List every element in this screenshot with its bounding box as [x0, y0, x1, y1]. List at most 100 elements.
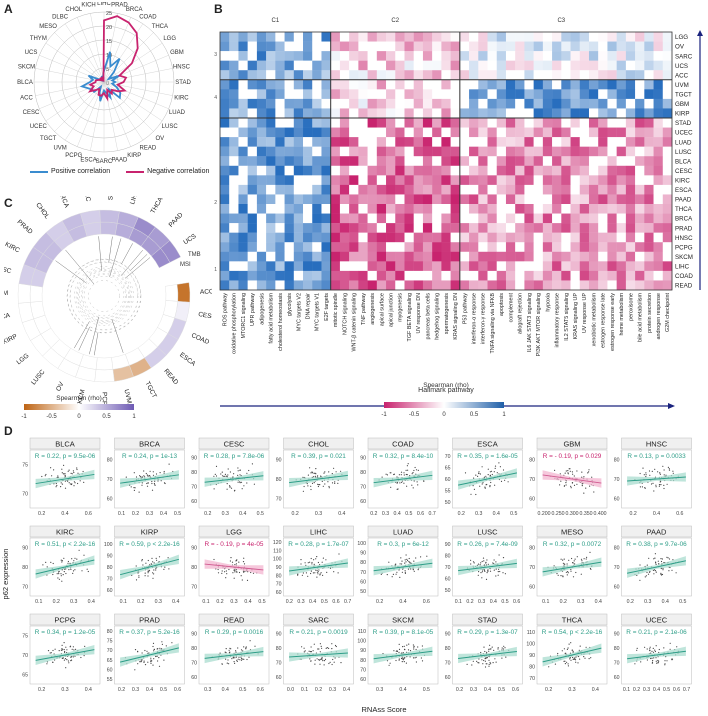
heatmap-col-label: fatty acid metabolism [269, 292, 275, 343]
heatmap-cell [303, 60, 313, 71]
scatter-point [334, 482, 336, 484]
scatter-y-tick: 50 [360, 589, 366, 595]
heatmap-cell [422, 251, 433, 262]
scatter-point [83, 655, 85, 657]
heatmap-cell [441, 108, 451, 119]
scatter-point [230, 487, 233, 489]
heatmap-cell [386, 261, 396, 272]
scatter-x-tick: 0.3 [644, 599, 651, 605]
heatmap-cell [616, 251, 627, 262]
circular-cancer-label: STAD [107, 196, 115, 200]
heatmap-cell [588, 165, 599, 176]
scatter-stat-label: R = 0.24, p = 1e-13 [122, 453, 178, 460]
scatter-point [404, 649, 406, 651]
heatmap-cell [220, 204, 230, 214]
heatmap-cell [238, 51, 248, 61]
scatter-point [84, 645, 86, 647]
radar-spoke [103, 17, 131, 83]
scatter-point [641, 486, 644, 488]
scatter-point [225, 475, 227, 477]
heatmap-legend-tick: 0 [442, 412, 446, 418]
heatmap-cell [422, 32, 433, 42]
scatter-x-tick: 0.2 [370, 511, 377, 517]
scatter-point [490, 663, 492, 665]
heatmap-cell [505, 223, 516, 233]
scatter-point [488, 648, 490, 650]
heatmap-cell [459, 194, 470, 205]
scatter-point [147, 661, 149, 663]
scatter-point [310, 488, 312, 491]
scatter-point [241, 579, 243, 581]
scatter-point [141, 652, 143, 654]
scatter-point [63, 659, 65, 661]
heatmap-cell [524, 32, 534, 42]
heatmap-cell [367, 79, 378, 90]
scatter-point [68, 469, 70, 471]
heatmap-cell [450, 32, 461, 42]
scatter-point [79, 480, 81, 482]
heatmap-cell [422, 137, 433, 147]
heatmap-cell [607, 89, 617, 100]
heatmap-legend-tick: -1 [381, 412, 387, 418]
heatmap-cell [367, 60, 378, 71]
heatmap-cell [635, 204, 645, 214]
scatter-point [238, 656, 240, 658]
scatter-x-tick: 0.6 [512, 687, 519, 693]
scatter-point [146, 474, 148, 476]
radar-spoke [90, 13, 105, 83]
heatmap-cell [505, 194, 516, 205]
scatter-y-tick: 100 [357, 639, 366, 645]
heatmap-cell [321, 32, 331, 42]
scatter-point [252, 572, 255, 574]
heatmap-cell [515, 137, 525, 147]
scatter-point [309, 658, 311, 660]
scatter-point [657, 659, 659, 662]
heatmap-cell [284, 70, 294, 80]
scatter-point [659, 473, 662, 475]
heatmap-cell [441, 118, 451, 128]
scatter-x-tick: 0.7 [344, 599, 351, 605]
scatter-point [663, 469, 665, 471]
heatmap-cell [533, 232, 544, 243]
scatter-point [560, 480, 562, 482]
scatter-x-tick: 0.5 [423, 687, 430, 693]
heatmap-cell [579, 223, 590, 233]
heatmap-cell [459, 261, 470, 272]
scatter-point [61, 472, 63, 474]
heatmap-cell [598, 108, 608, 119]
scatter-point [57, 475, 59, 477]
scatter-x-tick: 0.3 [568, 687, 575, 693]
heatmap-cell [469, 89, 479, 100]
heatmap-cell [635, 127, 645, 138]
heatmap-cell [293, 79, 304, 90]
scatter-point [139, 475, 141, 477]
radar-category-label: THYM [30, 36, 47, 42]
heatmap-cell [229, 204, 239, 214]
scatter-point [649, 474, 651, 476]
heatmap-cell [284, 137, 294, 147]
scatter-point [226, 476, 228, 478]
circular-cancer-label: PCPG [101, 392, 108, 410]
scatter-point [325, 647, 327, 649]
scatter-strip [367, 613, 439, 626]
heatmap-cell [247, 79, 258, 90]
scatter-point [238, 571, 241, 574]
scatter-point [68, 482, 70, 484]
heatmap-cell [293, 108, 304, 119]
heatmap-cell [515, 156, 525, 166]
heatmap-cell [220, 242, 230, 252]
scatter-point [479, 485, 481, 487]
heatmap-cell [339, 118, 350, 128]
heatmap-cell [330, 232, 341, 243]
heatmap-cell [220, 108, 230, 119]
heatmap-cell [238, 184, 248, 195]
scatter-point [668, 469, 671, 471]
scatter-panel-title: GBM [563, 440, 580, 449]
heatmap-cell [247, 156, 258, 166]
heatmap-col-label: P53 pathway [462, 293, 468, 324]
scatter-point [323, 664, 325, 666]
heatmap-cell [616, 70, 627, 80]
scatter-point [45, 473, 47, 476]
heatmap-cell [450, 127, 461, 138]
